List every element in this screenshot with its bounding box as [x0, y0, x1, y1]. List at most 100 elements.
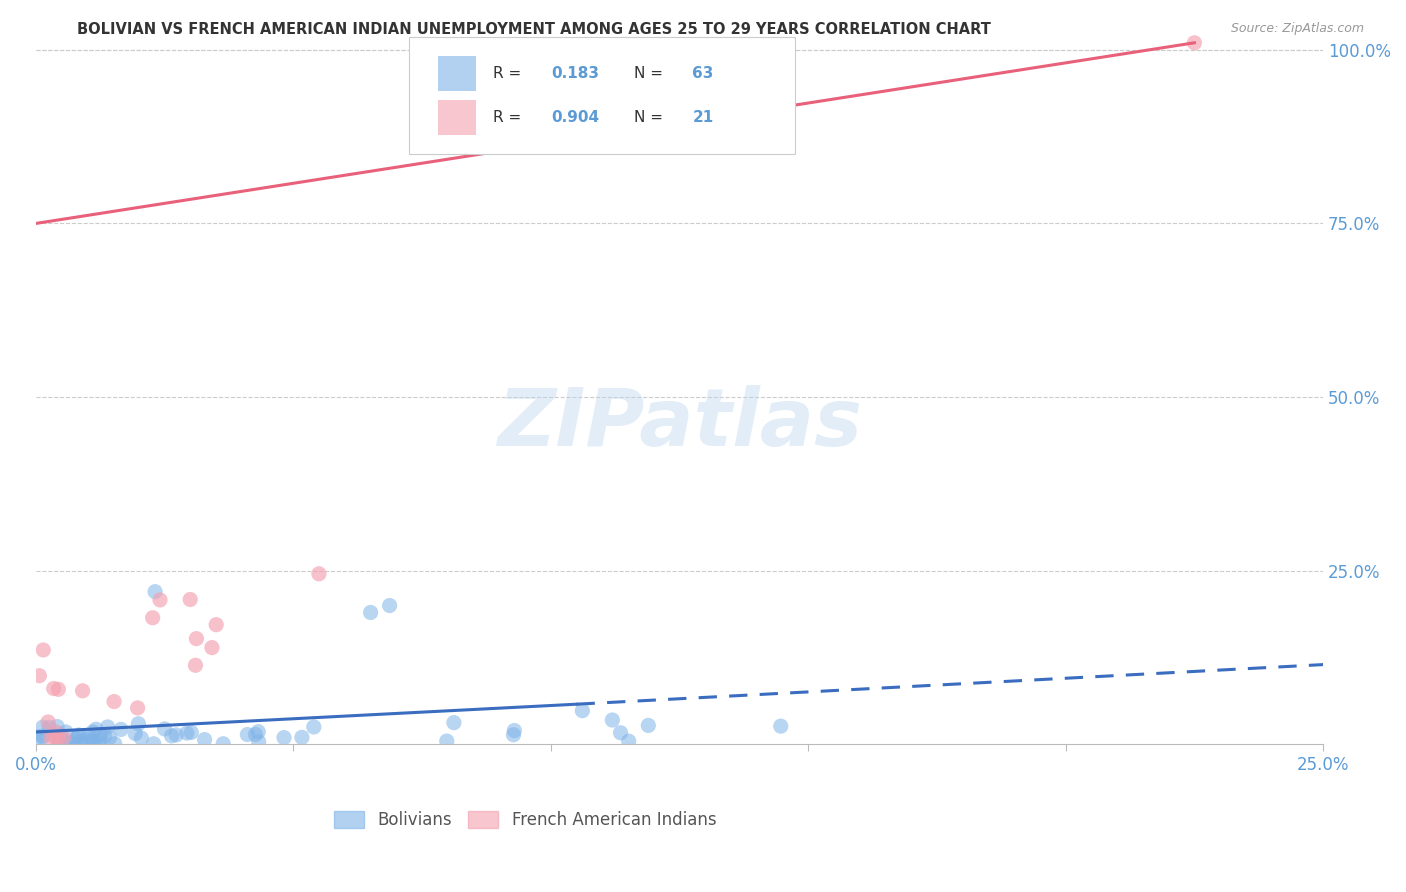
Point — [48, 731, 70, 745]
Point — [127, 716, 149, 731]
Point — [75, 733, 97, 747]
Point — [110, 723, 132, 737]
Point — [769, 719, 792, 733]
Point — [131, 731, 153, 745]
Point — [53, 737, 76, 751]
Point — [1184, 36, 1206, 50]
Point — [32, 730, 55, 744]
Point — [83, 737, 105, 751]
Point — [179, 592, 201, 607]
Point — [153, 722, 176, 736]
Point — [93, 729, 115, 743]
Point — [180, 725, 202, 739]
Point — [436, 734, 458, 748]
Point — [142, 737, 165, 751]
Point — [571, 704, 593, 718]
Point — [39, 731, 62, 745]
Point — [67, 729, 90, 743]
Point — [273, 731, 295, 745]
Point — [49, 728, 72, 742]
Point — [89, 728, 111, 742]
Point — [205, 617, 228, 632]
Point — [176, 726, 198, 740]
Point — [502, 728, 524, 742]
Point — [617, 734, 640, 748]
Point — [602, 713, 624, 727]
Text: 0.904: 0.904 — [551, 110, 599, 125]
Point — [80, 733, 103, 747]
Text: 21: 21 — [692, 110, 714, 125]
Point — [302, 720, 325, 734]
Point — [143, 584, 166, 599]
FancyBboxPatch shape — [437, 56, 477, 91]
Point — [52, 731, 75, 745]
Point — [97, 720, 120, 734]
Point — [87, 737, 110, 751]
Point — [67, 728, 90, 742]
Text: Source: ZipAtlas.com: Source: ZipAtlas.com — [1230, 22, 1364, 36]
Point — [194, 732, 217, 747]
Text: 0.183: 0.183 — [551, 66, 599, 81]
Point — [44, 731, 66, 745]
Point — [31, 720, 53, 734]
Point — [98, 731, 121, 745]
Point — [55, 725, 77, 739]
Text: R =: R = — [494, 110, 526, 125]
Point — [142, 611, 165, 625]
Point — [212, 737, 235, 751]
Point — [103, 695, 125, 709]
Point — [160, 729, 183, 743]
Point — [184, 658, 207, 673]
Point — [37, 714, 59, 729]
Text: R =: R = — [494, 66, 526, 81]
Point — [89, 733, 111, 747]
Point — [28, 669, 51, 683]
Point — [69, 733, 91, 747]
Text: ZIPatlas: ZIPatlas — [498, 384, 862, 463]
Point — [443, 715, 465, 730]
Point — [637, 718, 659, 732]
Point — [31, 730, 53, 744]
Point — [124, 726, 146, 740]
Text: 63: 63 — [692, 66, 714, 81]
Point — [127, 701, 149, 715]
FancyBboxPatch shape — [437, 100, 477, 135]
Point — [32, 643, 55, 657]
Point — [65, 732, 87, 747]
Point — [165, 728, 187, 742]
Point — [48, 682, 70, 697]
Point — [247, 735, 270, 749]
Point — [38, 720, 60, 734]
Point — [291, 731, 314, 745]
Point — [42, 681, 65, 696]
Point — [79, 729, 101, 743]
Text: N =: N = — [634, 66, 668, 81]
Point — [84, 723, 107, 737]
Point — [27, 730, 49, 744]
Point — [46, 732, 69, 747]
Text: N =: N = — [634, 110, 668, 125]
Point — [308, 566, 330, 581]
Legend: Bolivians, French American Indians: Bolivians, French American Indians — [328, 804, 723, 836]
Point — [245, 727, 267, 741]
Point — [104, 737, 127, 751]
Point — [45, 725, 67, 739]
Point — [609, 725, 631, 739]
Point — [201, 640, 224, 655]
Point — [56, 735, 79, 749]
Point — [378, 599, 401, 613]
FancyBboxPatch shape — [409, 37, 796, 153]
Text: BOLIVIAN VS FRENCH AMERICAN INDIAN UNEMPLOYMENT AMONG AGES 25 TO 29 YEARS CORREL: BOLIVIAN VS FRENCH AMERICAN INDIAN UNEMP… — [77, 22, 991, 37]
Point — [67, 737, 90, 751]
Point — [82, 725, 104, 739]
Point — [247, 724, 270, 739]
Point — [503, 723, 526, 738]
Point — [72, 683, 94, 698]
Point — [149, 593, 172, 607]
Point — [59, 737, 82, 751]
Point — [236, 727, 259, 741]
Point — [360, 606, 382, 620]
Point — [46, 720, 69, 734]
Point — [80, 735, 103, 749]
Point — [186, 632, 208, 646]
